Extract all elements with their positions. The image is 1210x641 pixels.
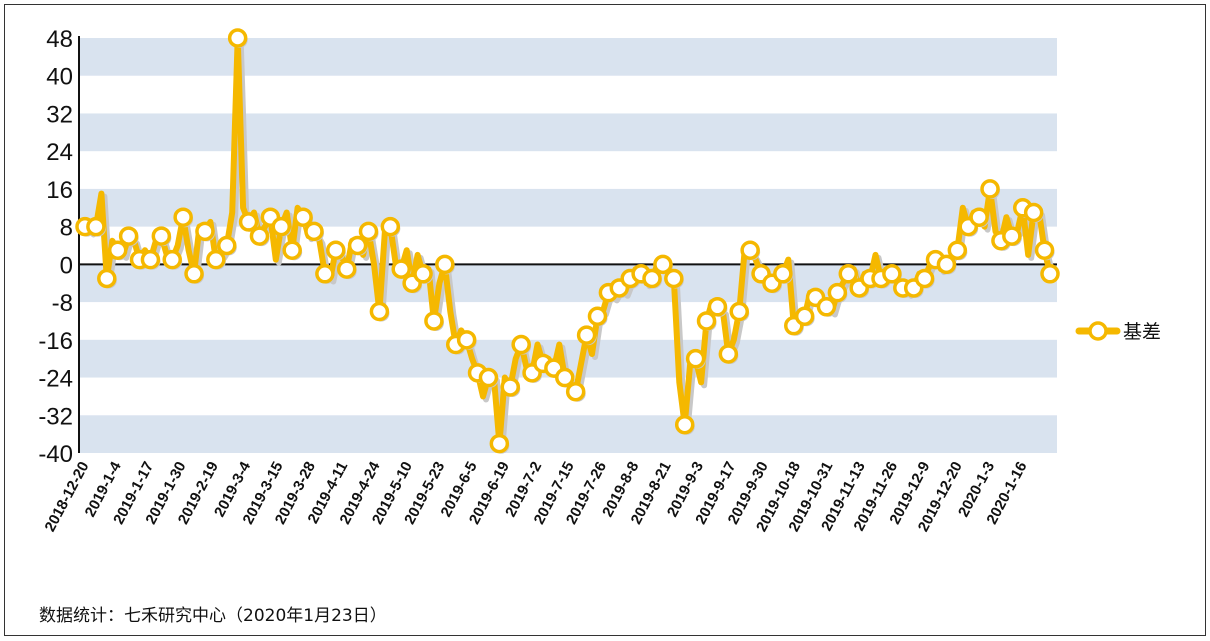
data-point bbox=[227, 28, 248, 48]
background-band bbox=[79, 415, 1057, 453]
data-point bbox=[293, 207, 313, 227]
data-point bbox=[97, 268, 117, 289]
data-point bbox=[794, 306, 815, 326]
data-point bbox=[969, 207, 989, 227]
y-tick-label: -32 bbox=[38, 403, 73, 430]
data-point bbox=[86, 216, 106, 237]
data-point bbox=[555, 367, 575, 388]
data-point bbox=[151, 226, 172, 246]
background-band bbox=[79, 188, 1057, 227]
data-point bbox=[140, 249, 161, 270]
data-point bbox=[740, 240, 760, 260]
source-note: 数据统计：七禾研究中心（2020年1月23日） bbox=[39, 606, 387, 626]
background-band bbox=[79, 38, 1057, 76]
data-point bbox=[653, 254, 673, 275]
data-point bbox=[947, 240, 968, 260]
data-point bbox=[478, 367, 499, 388]
y-tick-label: -24 bbox=[38, 366, 73, 393]
data-point bbox=[107, 240, 128, 260]
background-band bbox=[79, 113, 1057, 152]
chart-canvas: 48 40 32 24 16 8 0 -8 -16 -24 -32 -40 2018-12-20201… bbox=[38, 26, 1161, 535]
data-point bbox=[162, 249, 182, 270]
data-point bbox=[914, 268, 935, 289]
data-point bbox=[238, 212, 259, 232]
y-tick-label: 8 bbox=[60, 215, 73, 242]
data-point bbox=[827, 282, 848, 303]
x-tick-label: 2018-12-20 bbox=[41, 459, 92, 535]
data-point bbox=[217, 235, 237, 256]
y-tick-label: -16 bbox=[38, 328, 73, 355]
y-tick-label: 0 bbox=[60, 252, 73, 279]
x-axis: 2018-12-202019-1-42019-1-172019-1-302019… bbox=[41, 458, 1030, 534]
data-point bbox=[882, 264, 902, 284]
data-point bbox=[315, 264, 335, 284]
data-point bbox=[773, 264, 793, 284]
data-point bbox=[980, 179, 1000, 199]
chart-frame: 48 40 32 24 16 8 0 -8 -16 -24 -32 -40 2018-12-20 201… bbox=[4, 4, 1206, 636]
data-point bbox=[838, 264, 859, 284]
data-point bbox=[1034, 240, 1055, 260]
data-point bbox=[664, 268, 684, 289]
data-point bbox=[380, 216, 401, 237]
data-point bbox=[271, 216, 292, 237]
data-point bbox=[1040, 264, 1060, 284]
y-tick-label: 32 bbox=[46, 101, 73, 128]
y-axis: 48 40 32 24 16 8 0 -8 -16 -24 -32 -40 bbox=[38, 26, 1057, 468]
data-point bbox=[456, 330, 477, 350]
data-point bbox=[696, 311, 717, 331]
y-tick-label: 24 bbox=[46, 139, 73, 166]
y-tick-label: 16 bbox=[46, 177, 73, 204]
y-tick-label: -8 bbox=[52, 290, 73, 317]
y-tick-label: 48 bbox=[46, 26, 73, 53]
data-point bbox=[729, 301, 749, 322]
data-point bbox=[173, 207, 193, 227]
data-point bbox=[249, 226, 270, 246]
data-point bbox=[489, 433, 510, 454]
data-point bbox=[685, 348, 706, 369]
data-point bbox=[358, 221, 379, 242]
data-point bbox=[195, 221, 215, 242]
data-point bbox=[500, 377, 521, 397]
data-point bbox=[674, 414, 695, 435]
data-point bbox=[707, 297, 728, 317]
data-point bbox=[184, 264, 204, 284]
data-point bbox=[816, 297, 837, 317]
data-point bbox=[206, 249, 226, 270]
data-point bbox=[1002, 226, 1022, 246]
data-point bbox=[936, 254, 957, 275]
data-point bbox=[576, 325, 597, 345]
data-point bbox=[282, 240, 302, 260]
data-point bbox=[304, 221, 324, 242]
data-point bbox=[565, 381, 586, 402]
data-point bbox=[326, 240, 346, 260]
legend: 基差 bbox=[1075, 321, 1161, 343]
data-point bbox=[642, 268, 662, 289]
data-point bbox=[391, 259, 411, 279]
y-tick-label: 40 bbox=[46, 64, 73, 91]
legend-label: 基差 bbox=[1123, 321, 1161, 343]
data-point bbox=[347, 235, 368, 256]
data-point bbox=[511, 334, 531, 355]
data-point bbox=[424, 311, 444, 331]
data-point bbox=[1023, 202, 1044, 223]
data-point bbox=[336, 259, 357, 279]
data-point bbox=[718, 344, 739, 364]
data-point bbox=[118, 226, 139, 246]
legend-marker bbox=[1088, 321, 1108, 341]
series-layer bbox=[75, 28, 1060, 454]
data-point bbox=[413, 264, 433, 284]
data-point bbox=[587, 306, 608, 326]
data-point bbox=[435, 254, 455, 275]
y-tick-label: -40 bbox=[38, 441, 73, 468]
data-point bbox=[369, 301, 390, 322]
